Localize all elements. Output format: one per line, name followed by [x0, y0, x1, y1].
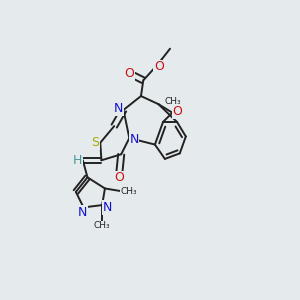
Text: O: O [172, 105, 182, 118]
Text: CH₃: CH₃ [94, 221, 110, 230]
Text: N: N [103, 201, 112, 214]
Text: O: O [154, 61, 164, 74]
Text: N: N [78, 206, 87, 219]
Text: CH₃: CH₃ [165, 97, 181, 106]
Text: CH₃: CH₃ [121, 187, 137, 196]
Text: H: H [73, 154, 82, 167]
Text: O: O [114, 171, 124, 184]
Text: S: S [91, 136, 99, 149]
Text: O: O [124, 68, 134, 80]
Text: N: N [129, 133, 139, 146]
Text: N: N [114, 103, 123, 116]
